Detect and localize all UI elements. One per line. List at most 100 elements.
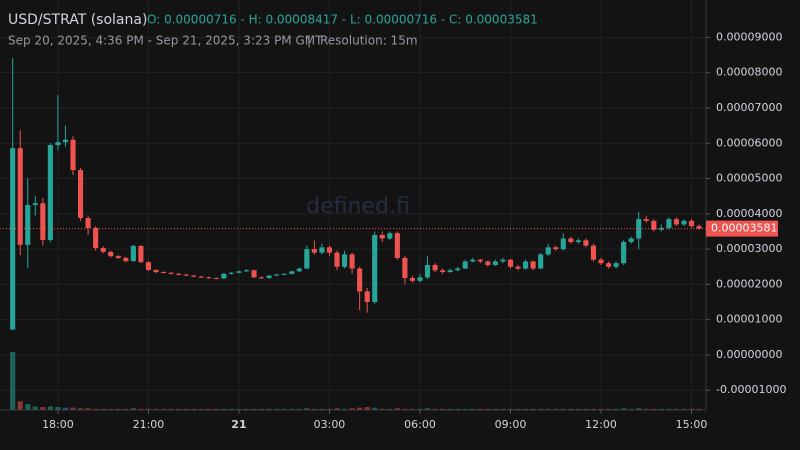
candle-body	[530, 261, 536, 269]
volume-bar	[440, 408, 446, 410]
volume-bar	[621, 408, 627, 410]
candle-body	[673, 219, 679, 225]
candle-body	[274, 274, 280, 276]
volume-bar	[613, 408, 619, 410]
candle-body	[613, 263, 619, 267]
volume-bar	[364, 407, 370, 410]
candle-body	[500, 259, 506, 262]
candle-body	[198, 276, 204, 278]
candle-body	[515, 266, 521, 269]
candle-body	[115, 256, 121, 258]
volume-bar	[666, 408, 672, 410]
volume-bar	[206, 408, 212, 410]
candle-body	[507, 259, 514, 267]
volume-bar	[138, 408, 144, 410]
candle-body	[583, 240, 589, 246]
volume-bar	[198, 408, 204, 410]
candle-body	[387, 233, 393, 239]
candle-body	[304, 249, 310, 269]
candle-body	[651, 220, 657, 230]
volume-bar	[658, 408, 664, 410]
volume-bar	[85, 408, 91, 410]
volume-bar	[455, 408, 461, 410]
candle-body	[176, 273, 182, 275]
candle-body	[688, 220, 695, 227]
volume-bar	[583, 408, 589, 410]
candle-body	[334, 252, 340, 267]
x-tick-label: 06:00	[404, 418, 436, 431]
watermark: defined.fi	[306, 194, 410, 219]
candle-body	[319, 247, 325, 253]
y-tick-label: 0.00006000	[716, 136, 782, 149]
candle-body	[153, 269, 159, 273]
y-tick-label: 0.00000000	[716, 348, 782, 361]
candle-body	[77, 170, 84, 219]
candle-body	[266, 275, 272, 279]
candle-body	[191, 275, 197, 277]
range-text: Sep 20, 2025, 4:36 PM - Sep 21, 2025, 3:…	[8, 34, 323, 48]
candle-body	[379, 234, 385, 239]
candle-body	[357, 268, 363, 292]
candle-body	[432, 264, 438, 271]
volume-bar	[32, 406, 38, 410]
candle-body	[394, 233, 400, 258]
volume-bar	[432, 408, 438, 410]
volume-bar	[77, 408, 84, 410]
candle-body	[145, 262, 152, 270]
volume-bar	[470, 408, 476, 410]
candle-body	[62, 139, 69, 143]
candle-body	[289, 271, 295, 274]
volume-bar	[492, 408, 498, 410]
candle-body	[575, 240, 581, 243]
candle-body	[409, 278, 416, 281]
candle-body	[130, 245, 136, 262]
volume-bar	[372, 407, 378, 410]
last-price-label: 0.00003581	[711, 222, 777, 235]
volume-bar	[251, 408, 257, 410]
volume-bar	[40, 407, 46, 410]
volume-bar	[100, 408, 106, 410]
candle-body	[440, 270, 446, 273]
candle-body	[681, 220, 687, 225]
resolution: Resolution: 15m	[320, 34, 418, 48]
volume-bar	[10, 352, 16, 410]
volume-bar	[560, 408, 566, 410]
volume-bar	[115, 408, 121, 410]
volume-bar	[93, 408, 99, 410]
candle-body	[341, 254, 348, 267]
volume-bar	[357, 407, 363, 410]
volume-bar	[553, 408, 559, 410]
candle-body	[251, 270, 257, 278]
x-tick-label: 18:00	[42, 418, 74, 431]
candle-body	[221, 273, 227, 279]
candle-body	[538, 254, 544, 269]
y-tick-label: 0.00009000	[716, 30, 782, 43]
candle-body	[598, 259, 604, 264]
volume-bar	[62, 407, 69, 410]
x-tick-label: 12:00	[585, 418, 617, 431]
volume-bar	[326, 408, 333, 410]
candle-body	[138, 245, 144, 263]
volume-bar	[523, 408, 529, 410]
candle-body	[32, 203, 38, 205]
candle-body	[47, 145, 53, 240]
volume-bar	[688, 408, 695, 410]
x-tick-label: 03:00	[314, 418, 346, 431]
volume-bar	[538, 408, 544, 410]
volume-bar	[191, 408, 197, 410]
volume-bar	[696, 408, 702, 410]
volume-bar	[447, 408, 453, 410]
candle-body	[228, 272, 234, 274]
candle-body	[455, 268, 461, 271]
volume-bar	[25, 404, 31, 410]
volume-bar	[636, 408, 642, 410]
candle-body	[462, 261, 468, 269]
volume-bar	[145, 408, 152, 410]
volume-bar	[545, 408, 551, 410]
candle-body	[696, 226, 702, 229]
volume-bar	[108, 408, 114, 410]
candle-body	[123, 257, 129, 262]
volume-bar	[70, 407, 76, 410]
volume-bar	[394, 408, 400, 410]
